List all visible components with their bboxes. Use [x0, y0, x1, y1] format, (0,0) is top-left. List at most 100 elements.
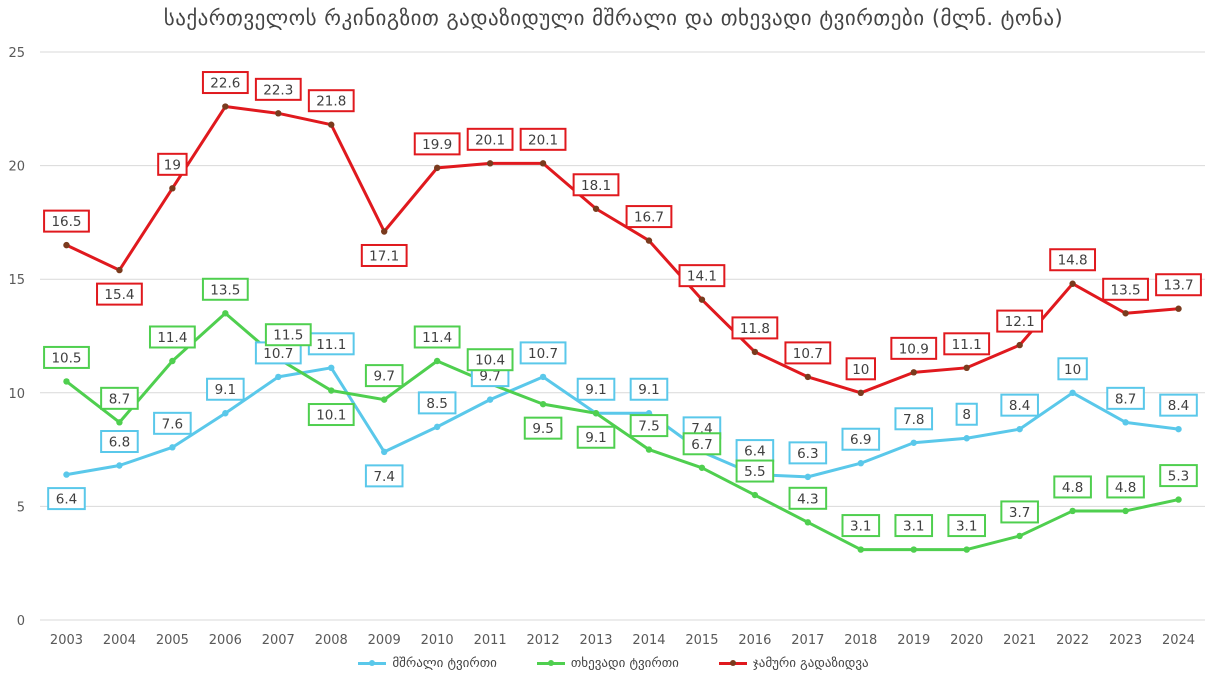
- data-label-liquid: 4.8: [1115, 480, 1136, 496]
- data-point-total: [116, 266, 123, 274]
- x-tick-label: 2015: [685, 633, 718, 648]
- data-label-dry: 11.1: [316, 337, 346, 353]
- data-label-box-total: [360, 243, 408, 267]
- legend-swatch-total: [718, 659, 747, 666]
- data-label-box-total: [784, 341, 832, 365]
- data-label-total: 15.4: [104, 287, 134, 303]
- data-label-box-liquid: [788, 486, 828, 510]
- data-point-liquid: [222, 310, 229, 317]
- data-point-dry: [857, 460, 864, 467]
- data-label-box-dry: [47, 487, 86, 511]
- data-point-total: [698, 296, 706, 303]
- data-point-total: [1069, 280, 1076, 287]
- legend-swatch-dry: [358, 659, 387, 666]
- data-label-box-total: [519, 127, 567, 151]
- data-point-liquid: [433, 357, 441, 365]
- x-tick-label: 2005: [156, 633, 189, 648]
- x-tick-label: 2011: [474, 633, 507, 648]
- data-label-liquid: 10.1: [316, 408, 346, 424]
- legend-item-dry: მშრალი ტვირთი: [358, 656, 497, 671]
- data-label-box-liquid: [1053, 475, 1092, 499]
- data-point-liquid: [645, 446, 653, 453]
- data-label-dry: 9.1: [215, 382, 236, 398]
- data-point-dry: [804, 473, 812, 481]
- data-label-box-dry: [100, 430, 139, 454]
- data-label-liquid: 5.3: [1168, 469, 1189, 485]
- data-label-liquid: 3.1: [903, 519, 924, 535]
- data-label-liquid: 5.5: [744, 464, 765, 480]
- data-label-box-total: [678, 264, 726, 288]
- data-label-box-total: [466, 127, 514, 151]
- data-label-box-total: [96, 282, 143, 306]
- data-label-total: 10.9: [899, 341, 929, 357]
- x-tick-label: 2018: [844, 633, 877, 648]
- data-point-dry: [910, 439, 917, 446]
- x-tick-label: 2021: [1003, 633, 1036, 648]
- data-label-box-liquid: [735, 459, 775, 483]
- data-label-box-total: [996, 309, 1044, 333]
- data-label-dry: 6.4: [56, 492, 77, 508]
- data-point-total: [1122, 310, 1129, 317]
- data-label-box-total: [572, 173, 620, 197]
- data-point-dry: [1175, 425, 1182, 433]
- data-point-total: [433, 164, 441, 172]
- data-label-box-dry: [576, 377, 616, 401]
- data-label-box-dry: [955, 402, 978, 426]
- data-label-dry: 7.4: [373, 469, 394, 485]
- data-point-liquid: [381, 396, 388, 403]
- data-label-dry: 8.5: [426, 396, 447, 412]
- data-label-box-liquid: [682, 432, 722, 456]
- x-tick-label: 2006: [209, 633, 242, 648]
- data-point-dry: [539, 373, 547, 381]
- legend-label-liquid: თხევადი ტვირთი: [570, 656, 679, 671]
- series-line-total: [65, 105, 1179, 395]
- data-point-liquid: [1069, 507, 1076, 515]
- data-label-box-liquid: [100, 386, 139, 410]
- data-label-box-dry: [519, 341, 567, 365]
- x-tick-label: 2014: [632, 633, 665, 648]
- data-label-box-liquid: [43, 345, 90, 369]
- data-label-liquid: 4.8: [1062, 480, 1083, 496]
- data-point-total: [804, 373, 812, 381]
- data-point-dry: [433, 423, 441, 431]
- data-label-box-total: [413, 132, 461, 156]
- data-label-box-total: [254, 77, 302, 101]
- data-label-total: 11.8: [740, 321, 770, 337]
- x-tick-label: 2003: [50, 633, 83, 648]
- data-label-box-dry: [629, 377, 669, 401]
- data-point-dry: [1016, 425, 1023, 433]
- data-label-box-dry: [1000, 393, 1039, 417]
- data-label-box-total: [201, 71, 249, 95]
- data-point-liquid: [169, 357, 176, 365]
- data-label-box-total: [1102, 277, 1149, 301]
- x-tick-label: 2023: [1109, 633, 1142, 648]
- x-tick-label: 2022: [1056, 633, 1089, 648]
- data-label-dry: 10.7: [263, 346, 293, 362]
- y-tick-label: 5: [17, 500, 25, 515]
- data-label-box-liquid: [947, 514, 987, 538]
- data-label-box-total: [157, 152, 188, 176]
- data-point-dry: [275, 373, 282, 381]
- x-tick-label: 2019: [897, 633, 930, 648]
- data-label-box-dry: [1159, 393, 1198, 417]
- x-tick-label: 2016: [738, 633, 771, 648]
- data-point-dry: [381, 448, 388, 456]
- data-label-dry: 10: [1064, 362, 1081, 378]
- data-point-dry: [169, 444, 176, 451]
- data-label-total: 11.1: [952, 337, 982, 353]
- data-label-dry: 6.4: [744, 444, 765, 460]
- data-label-liquid: 9.7: [373, 369, 394, 385]
- series-line-liquid: [65, 311, 1179, 552]
- data-label-total: 22.6: [210, 76, 240, 92]
- data-label-box-liquid: [264, 323, 312, 347]
- legend-label-dry: მშრალი ტვირთი: [392, 656, 497, 671]
- data-label-box-dry: [206, 377, 245, 401]
- data-label-box-liquid: [201, 277, 249, 301]
- data-point-liquid: [539, 400, 547, 408]
- x-tick-label: 2008: [315, 633, 348, 648]
- data-point-liquid: [1175, 496, 1182, 503]
- data-point-liquid: [1122, 507, 1129, 515]
- data-label-dry: 8.7: [1115, 391, 1136, 407]
